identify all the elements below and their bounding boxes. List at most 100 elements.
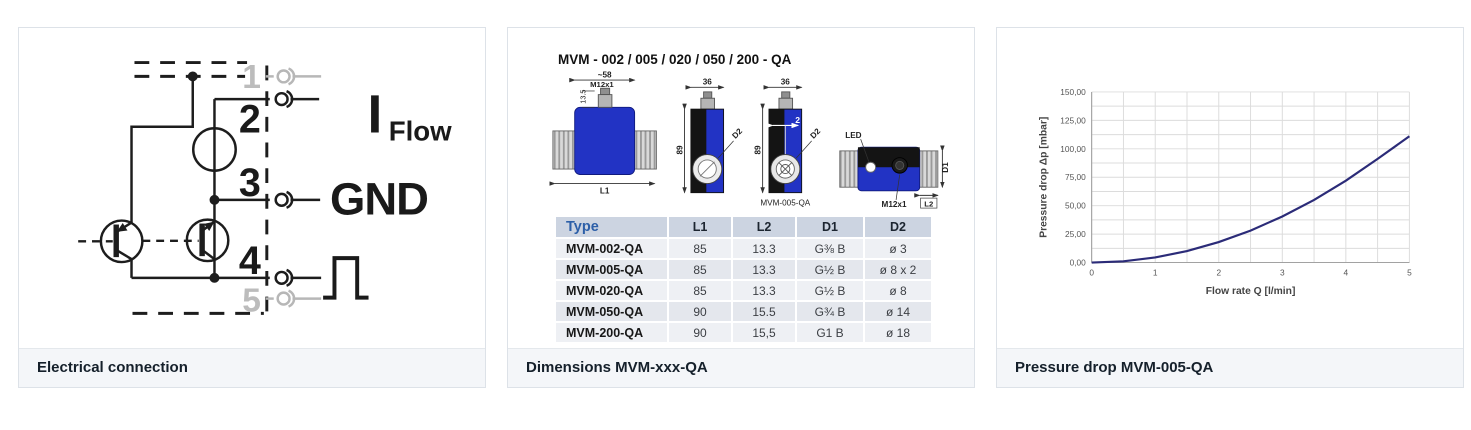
pressure-drop-chart: 0,00 25,00 50,00 75,00 100,00 125,00 150,00 0 1 2… [1039,87,1412,297]
view-front-005: 36 89 2 D2 MVM-00 [753,78,822,208]
gnd-label: GND [330,174,428,225]
value-cell: 15,5 [732,322,797,344]
dim-89-label: 89 [753,145,762,155]
x-tick-label: 1 [1153,267,1158,277]
card-electrical-connection: 1 2 3 4 5 I Flow GND Electrical connecti… [18,27,486,388]
m12-connector-label: M12x1 [882,200,907,209]
dim-58-label: ~58 [598,71,612,79]
dim-m12-label: M12x1 [590,80,614,89]
x-axis-label: Flow rate Q [l/min] [1206,286,1296,297]
value-cell: ø 14 [864,301,933,323]
y-tick-label: 100,00 [1060,144,1086,154]
value-cell: 90 [668,301,733,323]
y-tick-label: 125,00 [1060,115,1086,125]
pressure-drop-curve [1091,135,1411,264]
table-header-row: Type L1 L2 D1 D2 [556,217,933,239]
card-pressure-drop: 0,00 25,00 50,00 75,00 100,00 125,00 150,00 0 1 2… [996,27,1464,388]
column-header-type: Type [556,217,669,239]
dim-d2-label: D2 [730,126,744,140]
value-cell: G⅜ B [796,238,865,260]
type-cell: MVM-050-QA [556,301,669,323]
view-rear: LED M12x1 D1 L2 [839,131,950,209]
dim-d1-label: D1 [941,162,950,173]
type-cell: MVM-002-QA [556,238,669,260]
pin-5-label: 5 [242,282,261,319]
y-axis-label: Pressure drop Δp [mbar] [1039,117,1050,238]
dim-135-label: 13.5 [579,90,588,104]
type-cell: MVM-020-QA [556,280,669,302]
y-tick-label: 25,00 [1065,229,1086,239]
figure-caption: Pressure drop MVM-005-QA [997,348,1463,387]
x-tick-label: 2 [1216,267,1221,277]
pin-2-label: 2 [239,98,261,142]
chart-area: 0,00 25,00 50,00 75,00 100,00 125,00 150,00 0 1 2… [997,28,1463,348]
y-tick-label: 150,00 [1060,87,1086,97]
dim-36-label: 36 [781,78,791,87]
led-label: LED [845,131,861,140]
model-label: MVM-005-QA [760,198,810,207]
value-cell: 85 [668,238,733,260]
pin-3-label: 3 [239,161,261,205]
dim-l1-label: L1 [600,187,610,196]
dim-2-label: 2 [795,115,800,125]
value-cell: ø 8 x 2 [864,259,933,281]
y-tick-label: 0,00 [1070,258,1087,268]
junction-dots [187,71,220,283]
grid-lines [1091,91,1410,264]
inactive-pins [265,67,322,308]
column-header-d1: D1 [796,217,865,239]
value-cell: G½ B [796,280,865,302]
transistor-right [142,218,230,263]
value-cell: 85 [668,259,733,281]
y-tick-label: 50,00 [1065,201,1086,211]
electrical-diagram-area: 1 2 3 4 5 I Flow GND [19,28,485,348]
pin-connector-symbols [274,90,294,287]
figure-caption: Electrical connection [19,348,485,387]
value-cell: 13.3 [732,259,797,281]
dim-l2-label: L2 [924,199,933,208]
value-cell: 15.5 [732,301,797,323]
view-side: ~58 M12x1 13.5 L1 [549,71,657,196]
pulse-output-symbol [323,256,369,300]
electrical-connection-diagram: 1 2 3 4 5 I Flow GND [78,59,453,319]
dimension-drawings: ~58 M12x1 13.5 L1 36 89 [549,71,950,209]
x-tick-label: 0 [1089,267,1094,277]
pin-4-label: 4 [239,239,261,283]
column-header-d2: D2 [864,217,933,239]
value-cell: ø 3 [864,238,933,260]
value-cell: G¾ B [796,301,865,323]
card-dimensions: MVM - 002 / 005 / 020 / 050 / 200 - QA [507,27,975,388]
value-cell: ø 18 [864,322,933,344]
dim-89-label: 89 [675,145,684,155]
value-cell: 90 [668,322,733,344]
y-tick-label: 75,00 [1065,172,1086,182]
dimensions-title: MVM - 002 / 005 / 020 / 050 / 200 - QA [558,52,792,67]
current-source-symbol [192,127,237,172]
value-cell: 13.3 [732,238,797,260]
transistor-left [78,219,144,264]
figure-strip: 1 2 3 4 5 I Flow GND Electrical connecti… [18,27,1464,388]
value-cell: 13.3 [732,280,797,302]
dim-36-label: 36 [703,78,713,87]
dimensions-area: MVM - 002 / 005 / 020 / 050 / 200 - QA [508,28,974,348]
value-cell: 85 [668,280,733,302]
value-cell: ø 8 [864,280,933,302]
x-tick-label: 3 [1280,267,1285,277]
x-tick-label: 5 [1407,267,1412,277]
view-front: 36 89 D2 [675,78,744,194]
type-cell: MVM-200-QA [556,322,669,344]
value-cell: G1 B [796,322,865,344]
x-tick-label: 4 [1344,267,1349,277]
column-header-l1: L1 [668,217,733,239]
circuit-wires [130,76,322,280]
type-cell: MVM-005-QA [556,259,669,281]
column-header-l2: L2 [732,217,797,239]
i-flow-label: I Flow [368,86,453,147]
figure-caption: Dimensions MVM-xxx-QA [508,348,974,387]
value-cell: G½ B [796,259,865,281]
